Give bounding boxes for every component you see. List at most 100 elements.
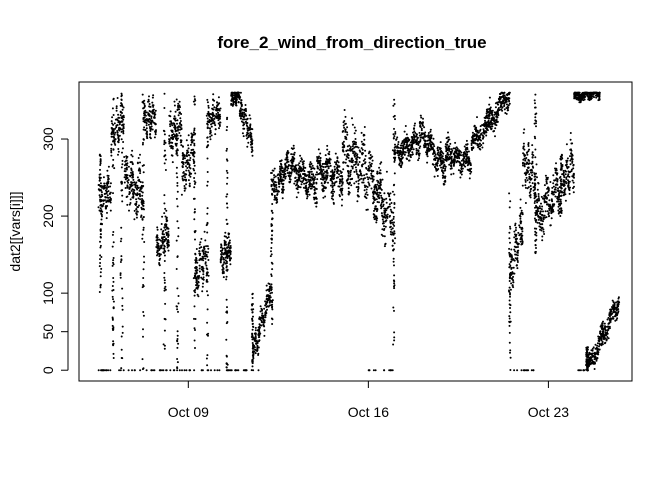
data-point: [198, 274, 201, 277]
data-point: [365, 173, 368, 176]
data-point: [387, 192, 389, 195]
data-point: [565, 176, 568, 179]
data-point: [598, 342, 601, 345]
data-point: [189, 143, 192, 146]
data-point: [175, 139, 178, 142]
data-point: [102, 176, 105, 179]
data-point: [476, 116, 478, 119]
data-point: [424, 143, 427, 146]
data-point: [314, 202, 317, 205]
data-point: [128, 209, 130, 212]
data-point: [186, 155, 188, 158]
data-point: [315, 182, 318, 185]
data-point: [137, 197, 140, 200]
data-point: [545, 216, 548, 219]
data-point: [112, 130, 115, 132]
data-point: [459, 150, 462, 153]
data-point: [258, 330, 261, 333]
data-point: [406, 149, 409, 152]
data-point: [273, 176, 276, 179]
data-point: [259, 310, 262, 313]
data-point: [557, 209, 560, 212]
data-point: [452, 164, 455, 167]
data-point: [444, 180, 447, 183]
data-point: [584, 95, 587, 98]
data-point: [119, 110, 122, 113]
data-point: [208, 121, 211, 124]
data-point: [246, 125, 249, 128]
data-point: [342, 168, 345, 171]
data-point: [333, 170, 336, 173]
data-point: [494, 119, 497, 122]
data-point: [351, 157, 354, 160]
data-point: [362, 143, 365, 146]
data-point: [286, 172, 289, 174]
data-point: [441, 155, 444, 158]
data-point: [546, 178, 549, 181]
data-point: [257, 346, 260, 349]
data-point: [275, 201, 278, 204]
data-point: [326, 148, 329, 151]
data-point: [348, 183, 350, 186]
data-point: [512, 281, 515, 284]
data-point: [328, 157, 331, 160]
data-point: [455, 156, 458, 159]
data-point: [334, 152, 337, 155]
data-point: [376, 191, 379, 194]
data-point: [177, 114, 180, 117]
data-point: [184, 187, 187, 190]
data-point: [202, 267, 205, 270]
data-point: [202, 282, 204, 285]
data-point: [569, 163, 572, 166]
data-point: [333, 182, 336, 185]
data-point: [495, 120, 498, 123]
data-point: [323, 162, 325, 165]
data-point: [357, 175, 360, 178]
data-point: [384, 207, 387, 210]
data-point: [341, 189, 344, 192]
data-point: [537, 181, 540, 184]
data-point: [361, 148, 364, 151]
data-point: [392, 249, 395, 252]
data-point: [396, 145, 399, 148]
data-point: [319, 165, 322, 168]
data-point: [117, 150, 120, 153]
data-point: [569, 132, 572, 134]
data-point: [348, 149, 351, 152]
data-point: [232, 103, 235, 106]
data-point: [155, 129, 157, 132]
data-point: [379, 181, 382, 184]
data-point: [156, 253, 159, 255]
data-point: [349, 149, 352, 152]
data-point: [180, 113, 183, 115]
data-point: [106, 194, 109, 197]
data-point: [470, 144, 473, 146]
data-point: [526, 153, 529, 156]
data-point: [122, 132, 125, 135]
data-point: [418, 134, 421, 137]
data-point: [269, 292, 272, 295]
data-point: [598, 95, 600, 98]
data-point: [608, 322, 611, 325]
data-point: [572, 191, 575, 194]
data-point: [550, 192, 553, 195]
data-point: [409, 156, 412, 159]
data-point: [389, 198, 392, 201]
data-point: [359, 170, 362, 173]
data-point: [129, 198, 132, 201]
data-point: [514, 229, 517, 232]
data-point: [249, 124, 252, 127]
data-point: [353, 182, 356, 185]
data-point: [559, 200, 562, 203]
data-point: [231, 97, 234, 100]
data-point: [424, 146, 427, 148]
data-point: [122, 126, 125, 129]
data-point: [278, 185, 281, 188]
data-point: [187, 169, 190, 172]
data-point: [139, 161, 141, 164]
data-point: [598, 336, 601, 339]
data-point: [350, 184, 353, 187]
data-point: [301, 163, 304, 166]
data-point: [268, 300, 271, 303]
data-point: [517, 231, 520, 234]
